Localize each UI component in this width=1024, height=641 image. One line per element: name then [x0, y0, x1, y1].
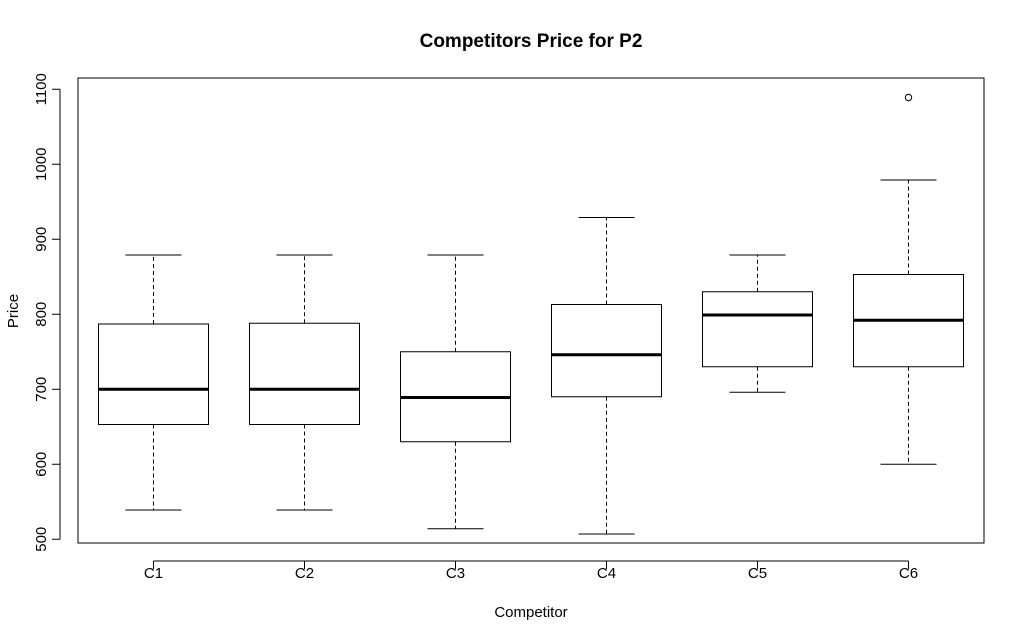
- chart-title: Competitors Price for P2: [420, 31, 643, 52]
- x-axis-label: Competitor: [494, 604, 567, 621]
- box-c4: [551, 217, 662, 535]
- x-tick-label: C6: [899, 565, 918, 582]
- x-tick-label: C5: [748, 565, 767, 582]
- y-tick-label: 700: [33, 377, 50, 402]
- y-tick-label: 1000: [33, 148, 50, 181]
- x-tick-label: C2: [295, 565, 314, 582]
- y-tick-label: 800: [33, 302, 50, 327]
- x-tick-label: C3: [446, 565, 465, 582]
- box-c6: [853, 93, 964, 465]
- iqr-box: [551, 304, 662, 398]
- iqr-box: [98, 323, 209, 425]
- x-tick-label: C4: [597, 565, 616, 582]
- y-axis: 500 600 700 800 900 1000 1100: [33, 73, 61, 552]
- outlier-point: [904, 93, 913, 102]
- y-tick-label: 500: [33, 527, 50, 552]
- y-tick-label: 600: [33, 452, 50, 477]
- y-tick-label: 900: [33, 227, 50, 252]
- box-c2: [249, 254, 360, 511]
- y-tick-label: 1100: [33, 73, 50, 105]
- boxes: [98, 93, 964, 535]
- box-c5: [702, 254, 813, 393]
- box-c1: [98, 254, 209, 511]
- x-axis: C1 C2 C3 C4 C5 C6: [144, 560, 918, 582]
- iqr-box: [702, 291, 813, 368]
- plot-frame: [77, 77, 985, 544]
- iqr-box: [249, 322, 360, 425]
- y-axis-label: Price: [5, 294, 22, 328]
- box-c3: [400, 254, 511, 530]
- x-tick-label: C1: [144, 565, 163, 582]
